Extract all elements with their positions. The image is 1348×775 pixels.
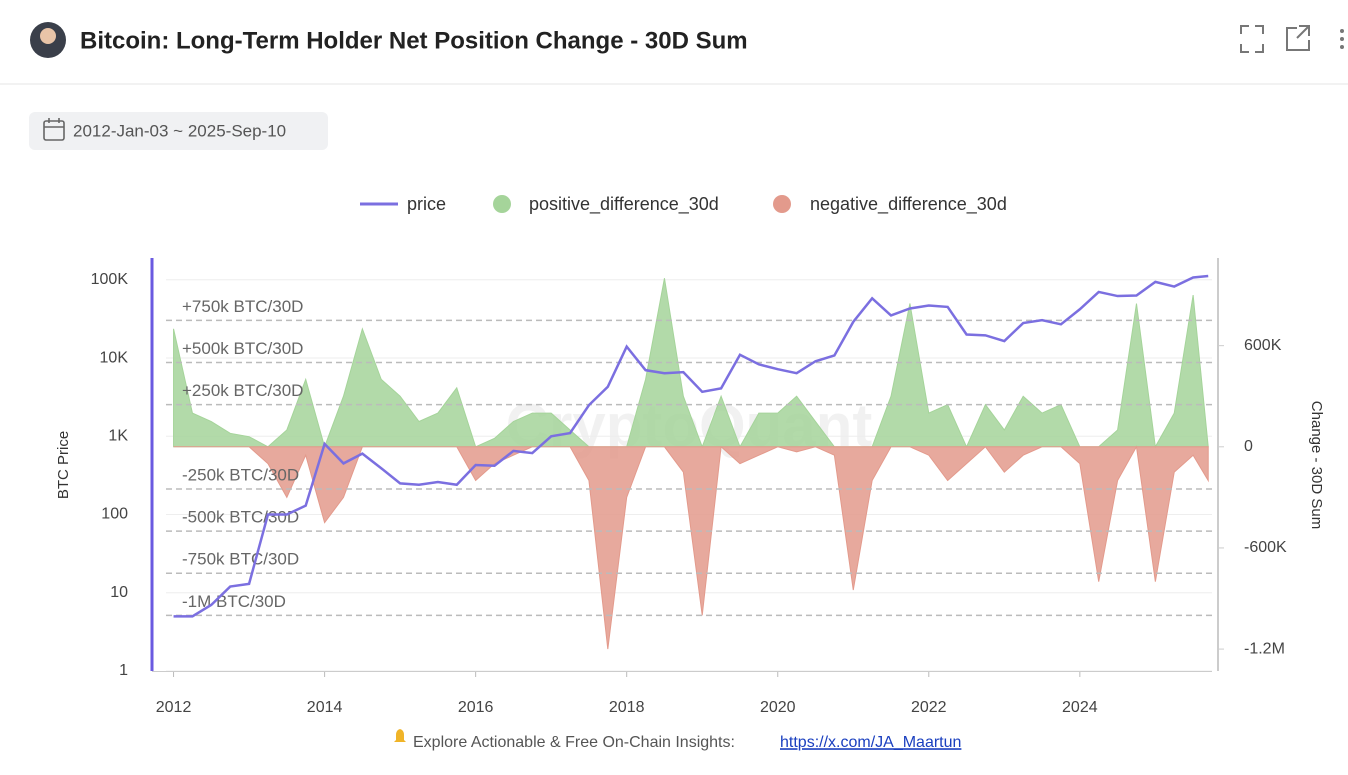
footer-link[interactable]: https://x.com/JA_Maartun: [780, 734, 961, 751]
reference-label: +750k BTC/30D: [182, 297, 303, 316]
legend-label: positive_difference_30d: [529, 194, 719, 215]
legend-item[interactable]: price: [360, 194, 446, 214]
page-title: Bitcoin: Long-Term Holder Net Position C…: [80, 27, 748, 54]
avatar-face: [40, 28, 56, 44]
y-axis-label: BTC Price: [55, 431, 72, 499]
footer-text: Explore Actionable & Free On-Chain Insig…: [413, 734, 735, 751]
date-range: 2012-Jan-03 ~ 2025-Sep-10: [73, 121, 286, 140]
legend-label: negative_difference_30d: [810, 194, 1007, 215]
x-tick-label: 2016: [458, 699, 494, 716]
more-icon[interactable]: [1340, 29, 1344, 49]
reference-label: -750k BTC/30D: [182, 550, 299, 569]
y-tick-label: 10: [110, 584, 128, 601]
y2-axis-label: Change - 30D Sum: [1308, 401, 1325, 529]
y-tick-label: 1K: [108, 428, 128, 445]
bell-icon: [394, 729, 406, 742]
y-tick-label: 10K: [100, 349, 129, 366]
area: [173, 278, 1209, 449]
reference-label: +500k BTC/30D: [182, 339, 303, 358]
reference-label: -500k BTC/30D: [182, 508, 299, 527]
date-range-pill[interactable]: [29, 112, 328, 150]
footer: Explore Actionable & Free On-Chain Insig…: [394, 729, 961, 751]
legend-label: price: [407, 194, 446, 214]
reference-label: +250k BTC/30D: [182, 381, 303, 400]
x-tick-label: 2014: [307, 699, 343, 716]
y2-tick-label: -600K: [1244, 539, 1287, 556]
y2-tick-label: 0: [1244, 438, 1253, 455]
y-tick-label: 100: [101, 506, 128, 523]
reference-label: -1M BTC/30D: [182, 592, 286, 611]
y-tick-label: 100K: [91, 271, 129, 288]
calendar-icon: [43, 118, 65, 141]
y2-tick-label: 600K: [1244, 337, 1282, 354]
legend-swatch: [773, 195, 791, 213]
area: [173, 445, 1209, 650]
reference-label: -250k BTC/30D: [182, 465, 299, 484]
price-line: [173, 274, 1209, 618]
open-icon[interactable]: [1286, 25, 1310, 51]
legend-item[interactable]: positive_difference_30d: [493, 194, 719, 215]
x-tick-label: 2022: [911, 699, 947, 716]
toolbar: [1240, 25, 1310, 53]
x-tick-label: 2012: [156, 699, 192, 716]
x-tick-label: 2018: [609, 699, 645, 716]
x-tick-label: 2020: [760, 699, 796, 716]
fullscreen-icon[interactable]: [1240, 25, 1264, 53]
legend-item[interactable]: negative_difference_30d: [773, 194, 1007, 215]
legend-swatch: [493, 195, 511, 213]
y-tick-label: 1: [119, 662, 128, 679]
y2-tick-label: -1.2M: [1244, 640, 1285, 657]
x-tick-label: 2024: [1062, 699, 1098, 716]
